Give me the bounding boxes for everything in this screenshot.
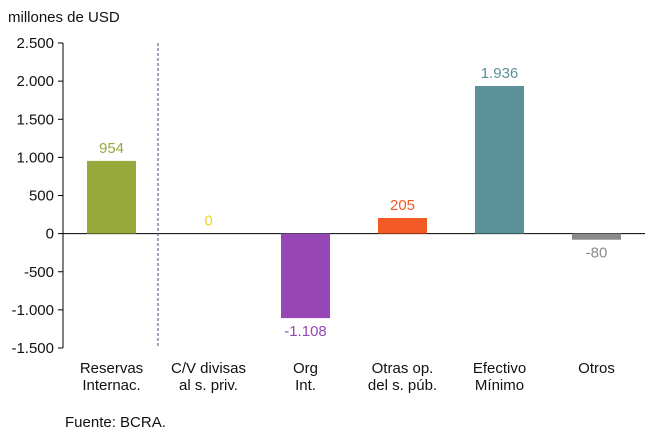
y-tick-label: 1.500 bbox=[16, 111, 54, 128]
data-label: -80 bbox=[586, 245, 608, 262]
bar bbox=[572, 233, 621, 240]
y-tick-label: -500 bbox=[24, 264, 54, 281]
y-tick-label: 1.000 bbox=[16, 149, 54, 166]
category-label: C/V divisas bbox=[171, 360, 246, 377]
y-tick-label: -1.000 bbox=[11, 302, 54, 319]
data-label: 954 bbox=[99, 140, 124, 157]
y-tick-label: 2.500 bbox=[16, 35, 54, 52]
category-label: Mínimo bbox=[475, 377, 524, 394]
bar bbox=[378, 217, 427, 234]
category-label: Reservas bbox=[80, 360, 143, 377]
bar bbox=[281, 233, 330, 319]
y-axis-unit-label: millones de USD bbox=[8, 9, 120, 26]
data-label: 205 bbox=[390, 197, 415, 214]
axes-layer: 2.500 2.000 1.500 1.000 500 0 -500 -1.000 -1.500 bbox=[11, 35, 645, 357]
category-label: Efectivo bbox=[473, 360, 526, 377]
y-tick-label: -1.500 bbox=[11, 340, 54, 357]
bar bbox=[475, 86, 524, 234]
category-label: del s. púb. bbox=[368, 377, 437, 394]
data-label: 1.936 bbox=[481, 65, 519, 82]
y-tick-label: 0 bbox=[46, 226, 54, 243]
category-label: al s. priv. bbox=[179, 377, 238, 394]
category-label: Otros bbox=[578, 360, 615, 377]
category-label: Internac. bbox=[82, 377, 140, 394]
data-label: 0 bbox=[204, 213, 212, 230]
y-tick-label: 2.000 bbox=[16, 73, 54, 90]
category-label: Int. bbox=[295, 377, 316, 394]
category-label: Otras op. bbox=[372, 360, 434, 377]
bar bbox=[87, 160, 136, 234]
category-label: Org bbox=[293, 360, 318, 377]
source-note: Fuente: BCRA. bbox=[65, 414, 166, 431]
y-tick-label: 500 bbox=[29, 188, 54, 205]
bars-layer bbox=[87, 86, 621, 319]
data-labels-layer: 954 0 -1.108 205 1.936 -80 bbox=[99, 65, 607, 340]
data-label: -1.108 bbox=[284, 323, 327, 340]
